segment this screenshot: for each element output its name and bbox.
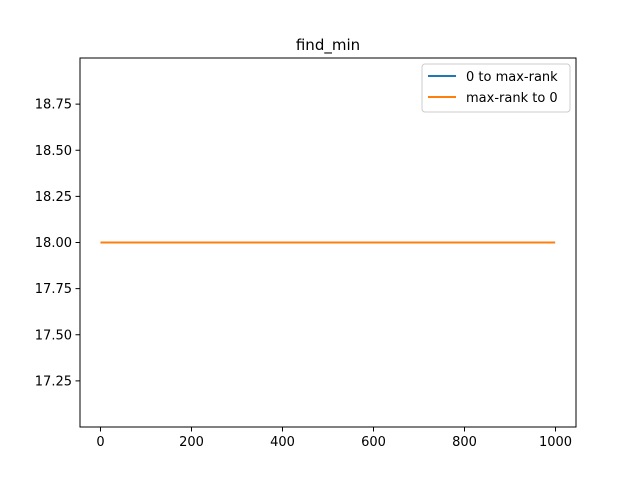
y-axis: 17.25 17.50 17.75 18.00 18.25 18.50 18.75: [35, 98, 80, 389]
chart-title: find_min: [296, 36, 360, 55]
y-tick-label: 18.50: [35, 144, 72, 159]
x-tick-label: 800: [452, 435, 477, 450]
y-tick-label: 18.25: [35, 190, 72, 205]
x-tick-label: 400: [270, 435, 295, 450]
y-tick-label: 18.75: [35, 98, 72, 113]
x-tick-label: 200: [179, 435, 204, 450]
legend-box: [421, 63, 571, 113]
legend-label-0: 0 to max-rank: [466, 70, 558, 85]
y-tick-label: 17.75: [35, 282, 72, 297]
x-tick-label: 600: [361, 435, 386, 450]
x-tick-label: 0: [96, 435, 104, 450]
y-tick-label: 17.50: [35, 328, 72, 343]
legend-label-1: max-rank to 0: [466, 91, 558, 106]
x-tick-label: 1000: [539, 435, 572, 450]
legend: 0 to max-rank max-rank to 0: [421, 63, 571, 113]
y-tick-label: 17.25: [35, 374, 72, 389]
x-axis: 0 200 400 600 800 1000: [96, 427, 572, 450]
y-tick-label: 18.00: [35, 236, 72, 251]
